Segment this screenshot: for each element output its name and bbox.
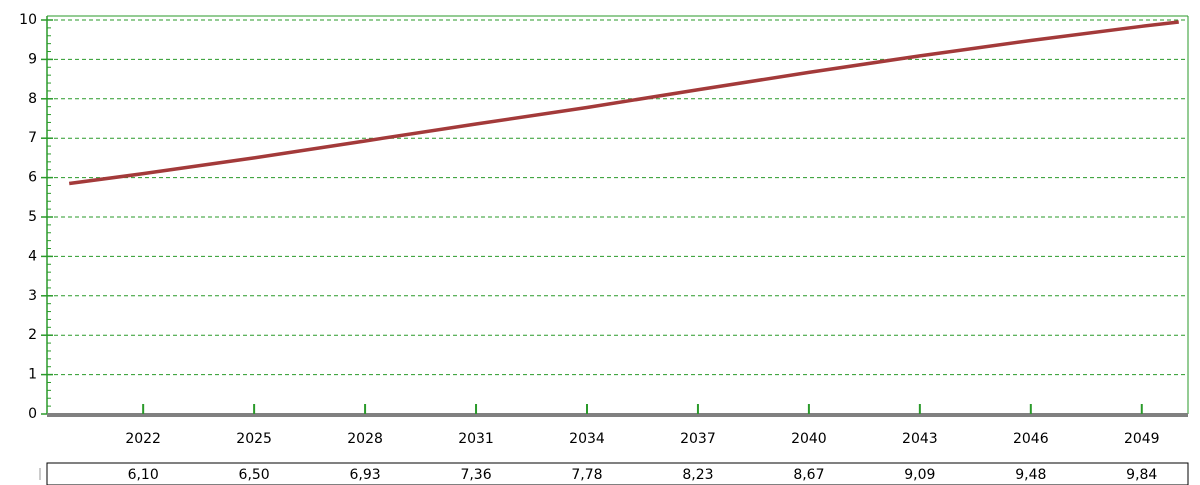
x-tick-label: 2046: [1013, 431, 1049, 447]
table-cell: 6,10: [128, 467, 159, 483]
y-tick-label: 10: [19, 12, 37, 28]
table-cell: 6,93: [349, 467, 380, 483]
table-cell: 9,48: [1015, 467, 1046, 483]
y-tick-label: 3: [28, 288, 37, 304]
x-tick-label: 2028: [347, 431, 383, 447]
x-tick-label: 2034: [569, 431, 605, 447]
x-tick-label: 2043: [902, 431, 938, 447]
x-tick-label: 2049: [1124, 431, 1160, 447]
table-cell: 7,36: [460, 467, 491, 483]
table-cell: 8,23: [682, 467, 713, 483]
table-cell: 6,50: [239, 467, 270, 483]
x-tick-label: 2022: [125, 431, 161, 447]
x-tick-label: 2025: [236, 431, 272, 447]
table-cell: 8,67: [793, 467, 824, 483]
y-tick-label: 1: [28, 367, 37, 383]
y-tick-label: 2: [28, 327, 37, 343]
y-tick-label: 5: [28, 209, 37, 225]
data-table: [46, 462, 1189, 485]
y-tick-label: 7: [28, 130, 37, 146]
x-tick-label: 2037: [680, 431, 716, 447]
line: [68, 20, 1179, 186]
table-cell: 9,84: [1126, 467, 1157, 483]
y-tick-label: 6: [28, 170, 37, 186]
x-tick-label: 2031: [458, 431, 494, 447]
y-tick-label: 4: [28, 248, 37, 264]
table-cell: 7,78: [571, 467, 602, 483]
y-tick-label: 0: [28, 406, 37, 422]
x-tick-label: 2040: [791, 431, 827, 447]
table-cell: 9,09: [904, 467, 935, 483]
y-tick-label: 8: [28, 91, 37, 107]
y-tick-label: 9: [28, 51, 37, 67]
